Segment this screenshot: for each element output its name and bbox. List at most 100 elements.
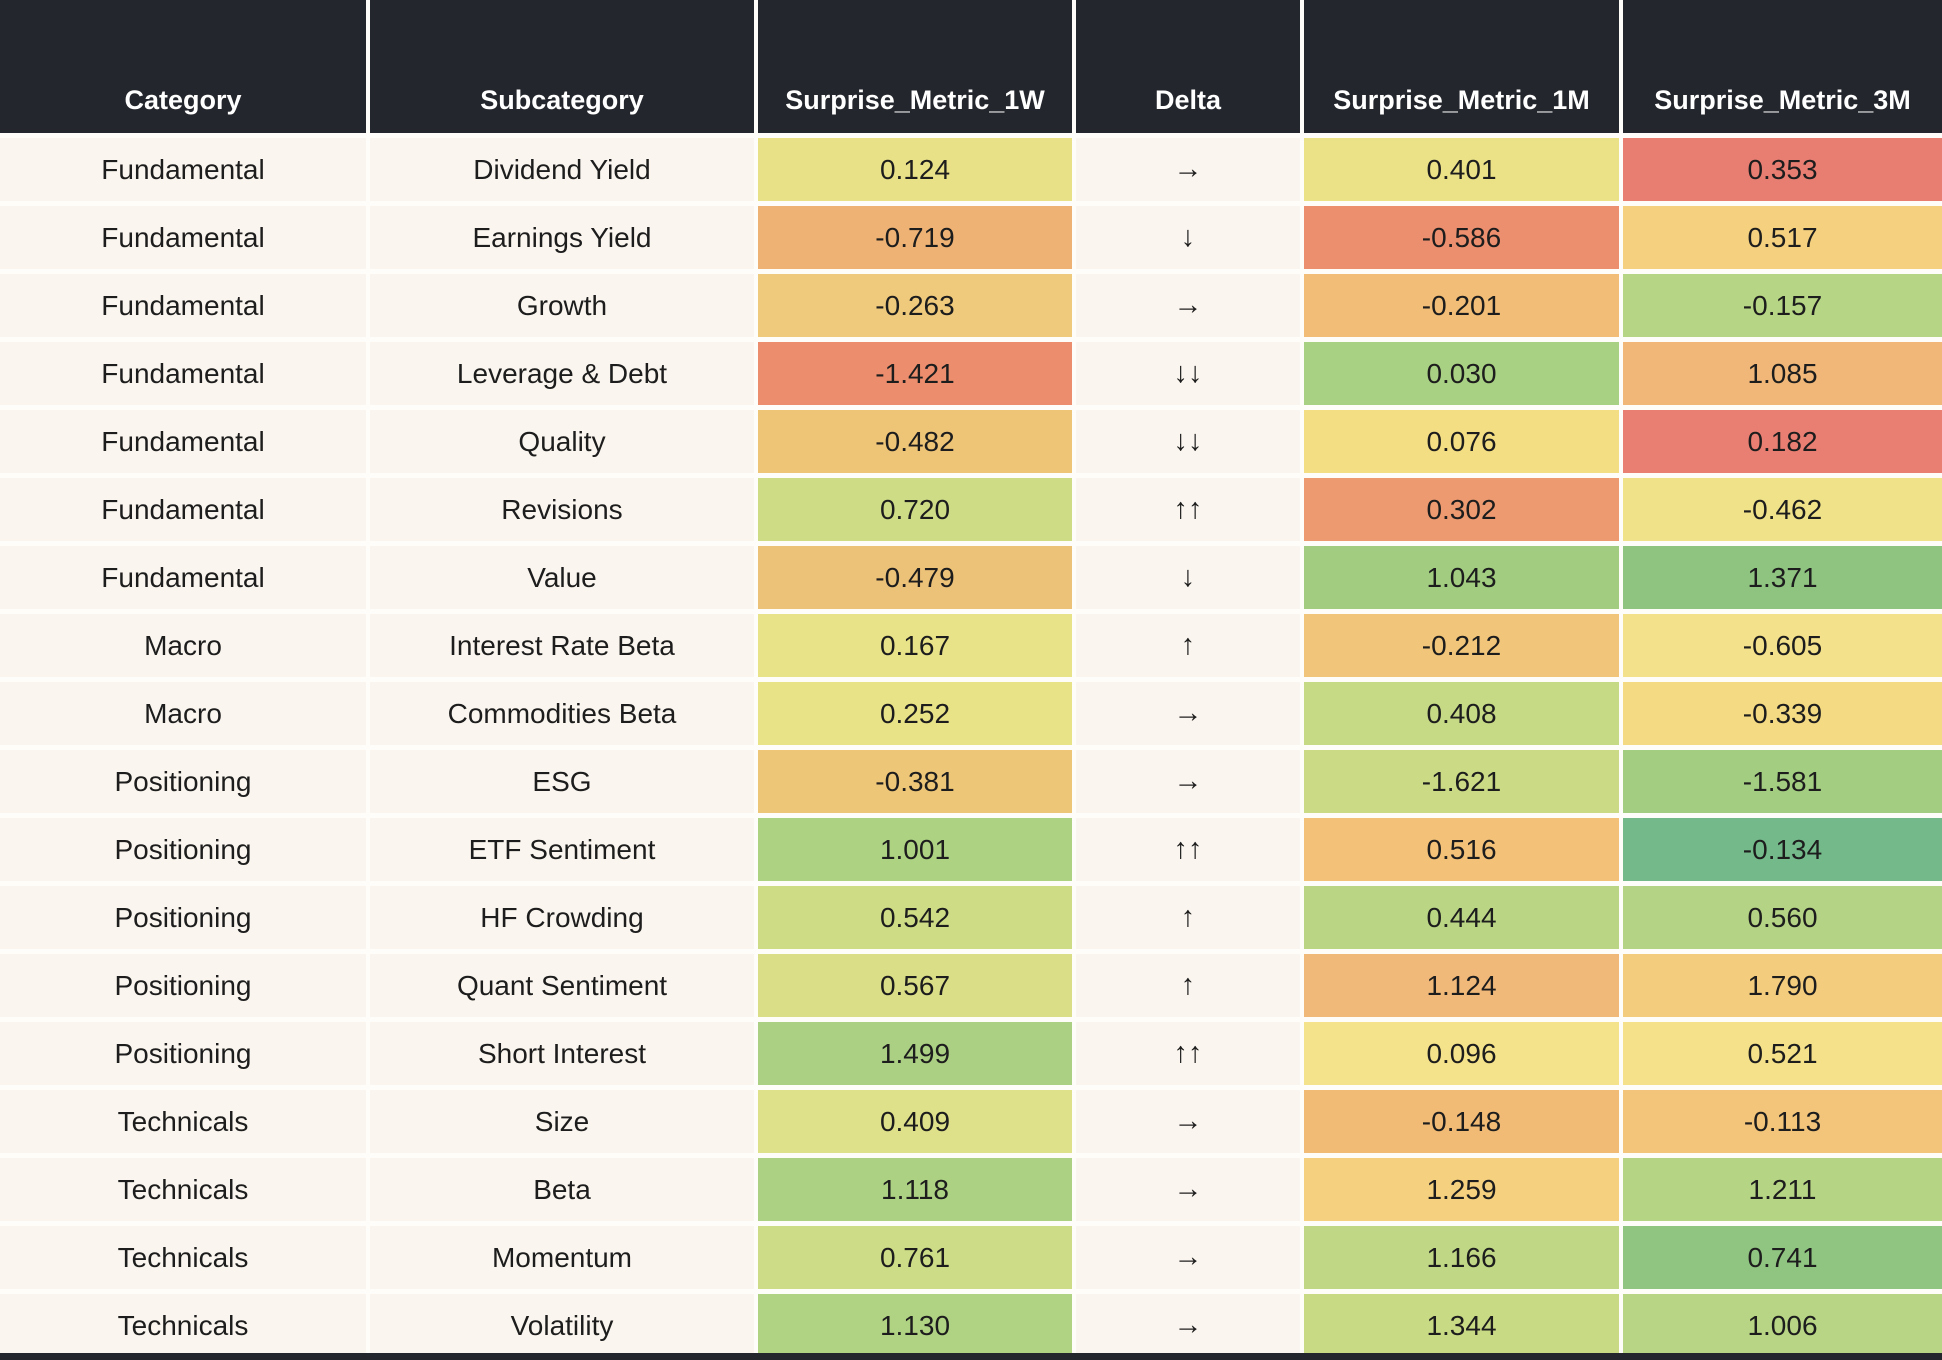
table-row: Positioning Short Interest 1.499 ↑↑ 0.096 0.5… (0, 1022, 1942, 1085)
delta-arrow-cell: → (1076, 682, 1300, 745)
subcategory-cell: Commodities Beta (370, 682, 754, 745)
category-cell: Fundamental (0, 206, 366, 269)
metric-1m-cell: 1.124 (1304, 954, 1619, 1017)
metric-3m-cell: 0.353 (1623, 138, 1942, 201)
table-row: Technicals Beta 1.118 → 1.259 1.211 (0, 1158, 1942, 1221)
metric-1w-cell: 0.720 (758, 478, 1072, 541)
column-header-surprise-metric-1w[interactable]: Surprise_Metric_1W (758, 0, 1072, 133)
subcategory-cell: Beta (370, 1158, 754, 1221)
subcategory-cell: Earnings Yield (370, 206, 754, 269)
metric-3m-cell: -0.605 (1623, 614, 1942, 677)
delta-arrow-cell: → (1076, 750, 1300, 813)
metric-1m-cell: 1.043 (1304, 546, 1619, 609)
category-cell: Technicals (0, 1158, 366, 1221)
delta-arrow-cell: ↑ (1076, 886, 1300, 949)
metric-3m-cell: -0.157 (1623, 274, 1942, 337)
table-row: Technicals Volatility 1.130 → 1.344 1.006 (0, 1294, 1942, 1357)
column-header-surprise-metric-1m[interactable]: Surprise_Metric_1M (1304, 0, 1619, 133)
delta-arrow-cell: ↑↑ (1076, 478, 1300, 541)
metric-1w-cell: 0.761 (758, 1226, 1072, 1289)
table-row: Positioning HF Crowding 0.542 ↑ 0.444 0.560 (0, 886, 1942, 949)
metric-1w-cell: 0.542 (758, 886, 1072, 949)
delta-arrow-cell: ↓ (1076, 546, 1300, 609)
subcategory-cell: Interest Rate Beta (370, 614, 754, 677)
table-row: Fundamental Dividend Yield 0.124 → 0.401 0.35… (0, 138, 1942, 201)
category-cell: Fundamental (0, 478, 366, 541)
subcategory-cell: Dividend Yield (370, 138, 754, 201)
subcategory-cell: Leverage & Debt (370, 342, 754, 405)
category-cell: Fundamental (0, 546, 366, 609)
metric-3m-cell: 1.790 (1623, 954, 1942, 1017)
delta-arrow-cell: ↑↑ (1076, 818, 1300, 881)
delta-arrow-cell: → (1076, 1158, 1300, 1221)
metric-1m-cell: 0.408 (1304, 682, 1619, 745)
metric-1m-cell: -0.148 (1304, 1090, 1619, 1153)
table-row: Technicals Momentum 0.761 → 1.166 0.741 (0, 1226, 1942, 1289)
metric-1m-cell: -1.621 (1304, 750, 1619, 813)
subcategory-cell: Short Interest (370, 1022, 754, 1085)
subcategory-cell: Volatility (370, 1294, 754, 1357)
table-body: Fundamental Dividend Yield 0.124 → 0.401 0.35… (0, 138, 1942, 1357)
column-header-delta[interactable]: Delta (1076, 0, 1300, 133)
table-row: Positioning ETF Sentiment 1.001 ↑↑ 0.516 -0.1… (0, 818, 1942, 881)
subcategory-cell: Quality (370, 410, 754, 473)
subcategory-cell: ESG (370, 750, 754, 813)
metric-1w-cell: 1.001 (758, 818, 1072, 881)
metric-3m-cell: 0.182 (1623, 410, 1942, 473)
metric-3m-cell: -0.134 (1623, 818, 1942, 881)
category-cell: Positioning (0, 750, 366, 813)
table-row: Fundamental Quality -0.482 ↓↓ 0.076 0.182 (0, 410, 1942, 473)
column-header-surprise-metric-3m[interactable]: Surprise_Metric_3M (1623, 0, 1942, 133)
subcategory-cell: Quant Sentiment (370, 954, 754, 1017)
delta-arrow-cell: ↑↑ (1076, 1022, 1300, 1085)
category-cell: Macro (0, 614, 366, 677)
metric-1w-cell: 0.567 (758, 954, 1072, 1017)
table-row: Technicals Size 0.409 → -0.148 -0.113 (0, 1090, 1942, 1153)
metric-1m-cell: 1.166 (1304, 1226, 1619, 1289)
category-cell: Positioning (0, 818, 366, 881)
metric-3m-cell: 0.741 (1623, 1226, 1942, 1289)
table-row: Positioning Quant Sentiment 0.567 ↑ 1.124 1.7… (0, 954, 1942, 1017)
table-row: Positioning ESG -0.381 → -1.621 -1.581 (0, 750, 1942, 813)
metric-3m-cell: -0.113 (1623, 1090, 1942, 1153)
subcategory-cell: Revisions (370, 478, 754, 541)
metric-1m-cell: -0.201 (1304, 274, 1619, 337)
metric-1m-cell: -0.212 (1304, 614, 1619, 677)
table-row: Fundamental Growth -0.263 → -0.201 -0.157 (0, 274, 1942, 337)
metric-1m-cell: 1.344 (1304, 1294, 1619, 1357)
metric-3m-cell: 1.006 (1623, 1294, 1942, 1357)
metric-3m-cell: -0.462 (1623, 478, 1942, 541)
metric-1w-cell: -0.482 (758, 410, 1072, 473)
delta-arrow-cell: ↑ (1076, 614, 1300, 677)
subcategory-cell: HF Crowding (370, 886, 754, 949)
metric-1m-cell: 0.096 (1304, 1022, 1619, 1085)
table-row: Fundamental Value -0.479 ↓ 1.043 1.371 (0, 546, 1942, 609)
table-row: Fundamental Leverage & Debt -1.421 ↓↓ 0.030 1… (0, 342, 1942, 405)
category-cell: Positioning (0, 1022, 366, 1085)
delta-arrow-cell: ↓↓ (1076, 342, 1300, 405)
metric-1m-cell: 0.444 (1304, 886, 1619, 949)
column-header-category[interactable]: Category (0, 0, 366, 133)
delta-arrow-cell: ↓↓ (1076, 410, 1300, 473)
category-cell: Technicals (0, 1090, 366, 1153)
metric-1w-cell: -1.421 (758, 342, 1072, 405)
metric-1m-cell: -0.586 (1304, 206, 1619, 269)
subcategory-cell: Size (370, 1090, 754, 1153)
table-row: Macro Commodities Beta 0.252 → 0.408 -0.339 (0, 682, 1942, 745)
metric-1w-cell: 0.409 (758, 1090, 1072, 1153)
metric-1w-cell: 0.167 (758, 614, 1072, 677)
category-cell: Fundamental (0, 342, 366, 405)
column-header-subcategory[interactable]: Subcategory (370, 0, 754, 133)
metric-1m-cell: 1.259 (1304, 1158, 1619, 1221)
metric-1m-cell: 0.516 (1304, 818, 1619, 881)
table-row: Fundamental Revisions 0.720 ↑↑ 0.302 -0.462 (0, 478, 1942, 541)
metric-1w-cell: 1.118 (758, 1158, 1072, 1221)
table-header-row: Category Subcategory Surprise_Metric_1W … (0, 0, 1942, 133)
metric-1m-cell: 0.076 (1304, 410, 1619, 473)
metric-1w-cell: 0.252 (758, 682, 1072, 745)
category-cell: Macro (0, 682, 366, 745)
metric-3m-cell: 1.085 (1623, 342, 1942, 405)
metric-3m-cell: 1.211 (1623, 1158, 1942, 1221)
metric-1m-cell: 0.030 (1304, 342, 1619, 405)
metric-1w-cell: -0.479 (758, 546, 1072, 609)
